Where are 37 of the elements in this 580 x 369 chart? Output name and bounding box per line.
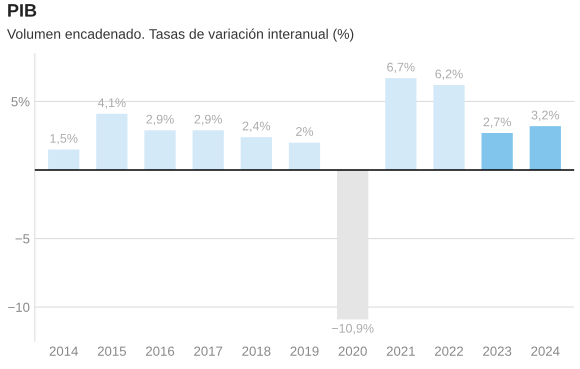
- data-label: 2,4%: [242, 122, 270, 132]
- x-tick-label: 2024: [531, 346, 560, 356]
- x-tick-label: 2018: [242, 346, 270, 356]
- y-tick-label: −5: [16, 234, 30, 244]
- x-tick-label: 2021: [386, 346, 415, 356]
- bar: [433, 85, 465, 170]
- data-label: −10,9%: [332, 324, 374, 334]
- data-label: 3,2%: [532, 110, 560, 121]
- bar: [530, 126, 561, 170]
- data-label: 2,9%: [194, 114, 222, 126]
- data-label: 2,9%: [146, 114, 174, 126]
- y-tick-label: −10: [8, 302, 30, 312]
- data-label: 6,2%: [435, 70, 463, 80]
- x-tick-label: 2019: [290, 346, 319, 356]
- bar: [96, 114, 128, 170]
- chart-title: PIB: [8, 4, 36, 17]
- x-tick-label: 2022: [434, 346, 463, 356]
- x-tick-label: 2017: [194, 346, 222, 356]
- x-tick-label: 2023: [483, 346, 512, 356]
- bar: [481, 133, 513, 170]
- x-tick-label: 2016: [146, 346, 174, 356]
- data-label: 6,7%: [387, 62, 415, 74]
- bar: [48, 149, 80, 170]
- bar: [192, 130, 224, 170]
- y-tick-label: 5%: [11, 97, 30, 106]
- x-tick-label: 2020: [338, 346, 367, 356]
- data-label: 1,5%: [50, 134, 78, 144]
- data-label: 2,7%: [484, 118, 511, 128]
- x-tick-label: 2015: [98, 346, 126, 356]
- data-label: 4,1%: [98, 98, 126, 109]
- x-tick-label: 2014: [50, 346, 78, 356]
- bar: [240, 137, 272, 170]
- bar: [144, 130, 176, 170]
- bar: [385, 78, 416, 170]
- data-label: 2%: [296, 127, 314, 136]
- chart-subtitle: Volumen encadenado. Tasas de variación interanual (%): [7, 28, 354, 42]
- bar: [288, 142, 320, 170]
